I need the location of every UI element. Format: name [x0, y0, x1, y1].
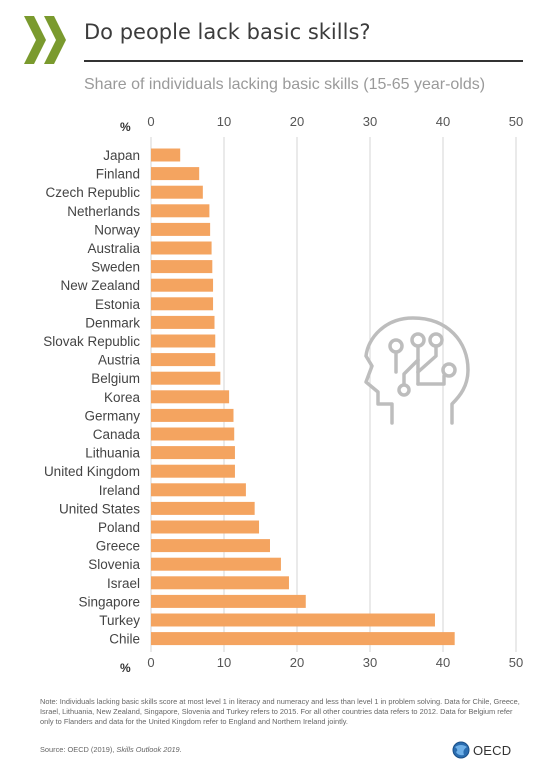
bar	[151, 632, 455, 646]
footnote: Note: Individuals lacking basic skills s…	[40, 697, 520, 726]
x-tick-label-bottom: 40	[436, 655, 450, 670]
x-tick-label-bottom: 50	[509, 655, 523, 670]
bar	[151, 501, 255, 515]
category-label: Czech Republic	[45, 185, 140, 200]
category-label: United States	[59, 501, 140, 516]
bar	[151, 148, 181, 162]
bar	[151, 576, 289, 590]
x-tick-label-top: 30	[363, 114, 377, 129]
bar	[151, 353, 216, 367]
bar	[151, 539, 270, 553]
category-label: Germany	[84, 408, 140, 423]
bar	[151, 278, 214, 292]
axis-unit-label-top: %	[120, 120, 131, 134]
category-label: United Kingdom	[44, 464, 140, 479]
category-label: New Zealand	[60, 278, 140, 293]
page-title: Do people lack basic skills?	[84, 20, 371, 44]
category-label: Chile	[109, 632, 140, 647]
category-label: Slovenia	[88, 557, 140, 572]
bar	[151, 315, 215, 329]
bar	[151, 260, 213, 274]
oecd-brand: OECD	[452, 741, 511, 759]
bar	[151, 464, 235, 478]
bar	[151, 222, 211, 236]
bar	[151, 297, 214, 311]
x-tick-label-top: 20	[290, 114, 304, 129]
bar	[151, 408, 234, 422]
brand-label: OECD	[473, 742, 512, 758]
globe-icon	[452, 741, 470, 759]
category-label: Singapore	[78, 594, 140, 609]
category-label: Greece	[96, 539, 140, 554]
bar	[151, 204, 210, 218]
x-tick-label-bottom: 0	[147, 655, 154, 670]
x-tick-label-top: 40	[436, 114, 450, 129]
x-tick-label-bottom: 30	[363, 655, 377, 670]
category-label: Estonia	[95, 297, 141, 312]
bar	[151, 557, 281, 571]
bar	[151, 334, 216, 348]
category-label: Denmark	[85, 315, 140, 330]
head-circuit-icon	[364, 316, 470, 425]
category-label: Austria	[98, 353, 141, 368]
category-label: Japan	[103, 148, 140, 163]
category-label: Australia	[87, 241, 140, 256]
category-label: Norway	[94, 222, 140, 237]
category-label: Sweden	[91, 260, 140, 275]
category-label: Canada	[93, 427, 141, 442]
bar	[151, 594, 306, 608]
category-label: Korea	[104, 390, 141, 405]
bar	[151, 427, 235, 441]
x-tick-label-bottom: 20	[290, 655, 304, 670]
x-tick-label-top: 50	[509, 114, 523, 129]
category-label: Finland	[96, 167, 140, 182]
source-line: Source: OECD (2019), Skills Outlook 2019…	[40, 745, 182, 754]
bar	[151, 483, 246, 497]
category-label: Poland	[98, 520, 140, 535]
chart-subtitle: Share of individuals lacking basic skill…	[84, 76, 486, 93]
title-divider	[84, 60, 523, 62]
category-label: Ireland	[99, 483, 140, 498]
x-tick-label-top: 0	[147, 114, 154, 129]
category-label: Israel	[107, 576, 140, 591]
category-label: Netherlands	[67, 204, 140, 219]
oecd-chevrons-icon	[24, 16, 66, 64]
bar	[151, 241, 212, 255]
axis-unit-label-bottom: %	[120, 661, 131, 675]
bar	[151, 185, 203, 199]
bar	[151, 167, 200, 181]
bar	[151, 371, 221, 385]
bar-chart: 0 10 20 30 40 50% 0 10 20 30 40 50% Japan Finland Czec…	[43, 114, 523, 675]
bar	[151, 520, 260, 534]
bar	[151, 446, 235, 460]
source-suffix: .	[179, 745, 182, 754]
category-label: Lithuania	[85, 446, 140, 461]
x-tick-label-top: 10	[217, 114, 231, 129]
category-label: Belgium	[91, 371, 140, 386]
source-title: Skills Outlook 2019	[116, 745, 180, 754]
bar	[151, 390, 230, 404]
x-tick-label-bottom: 10	[217, 655, 231, 670]
category-label: Turkey	[99, 613, 140, 628]
category-label: Slovak Republic	[43, 334, 140, 349]
bar	[151, 613, 435, 627]
source-prefix: Source: OECD (2019),	[40, 745, 117, 754]
